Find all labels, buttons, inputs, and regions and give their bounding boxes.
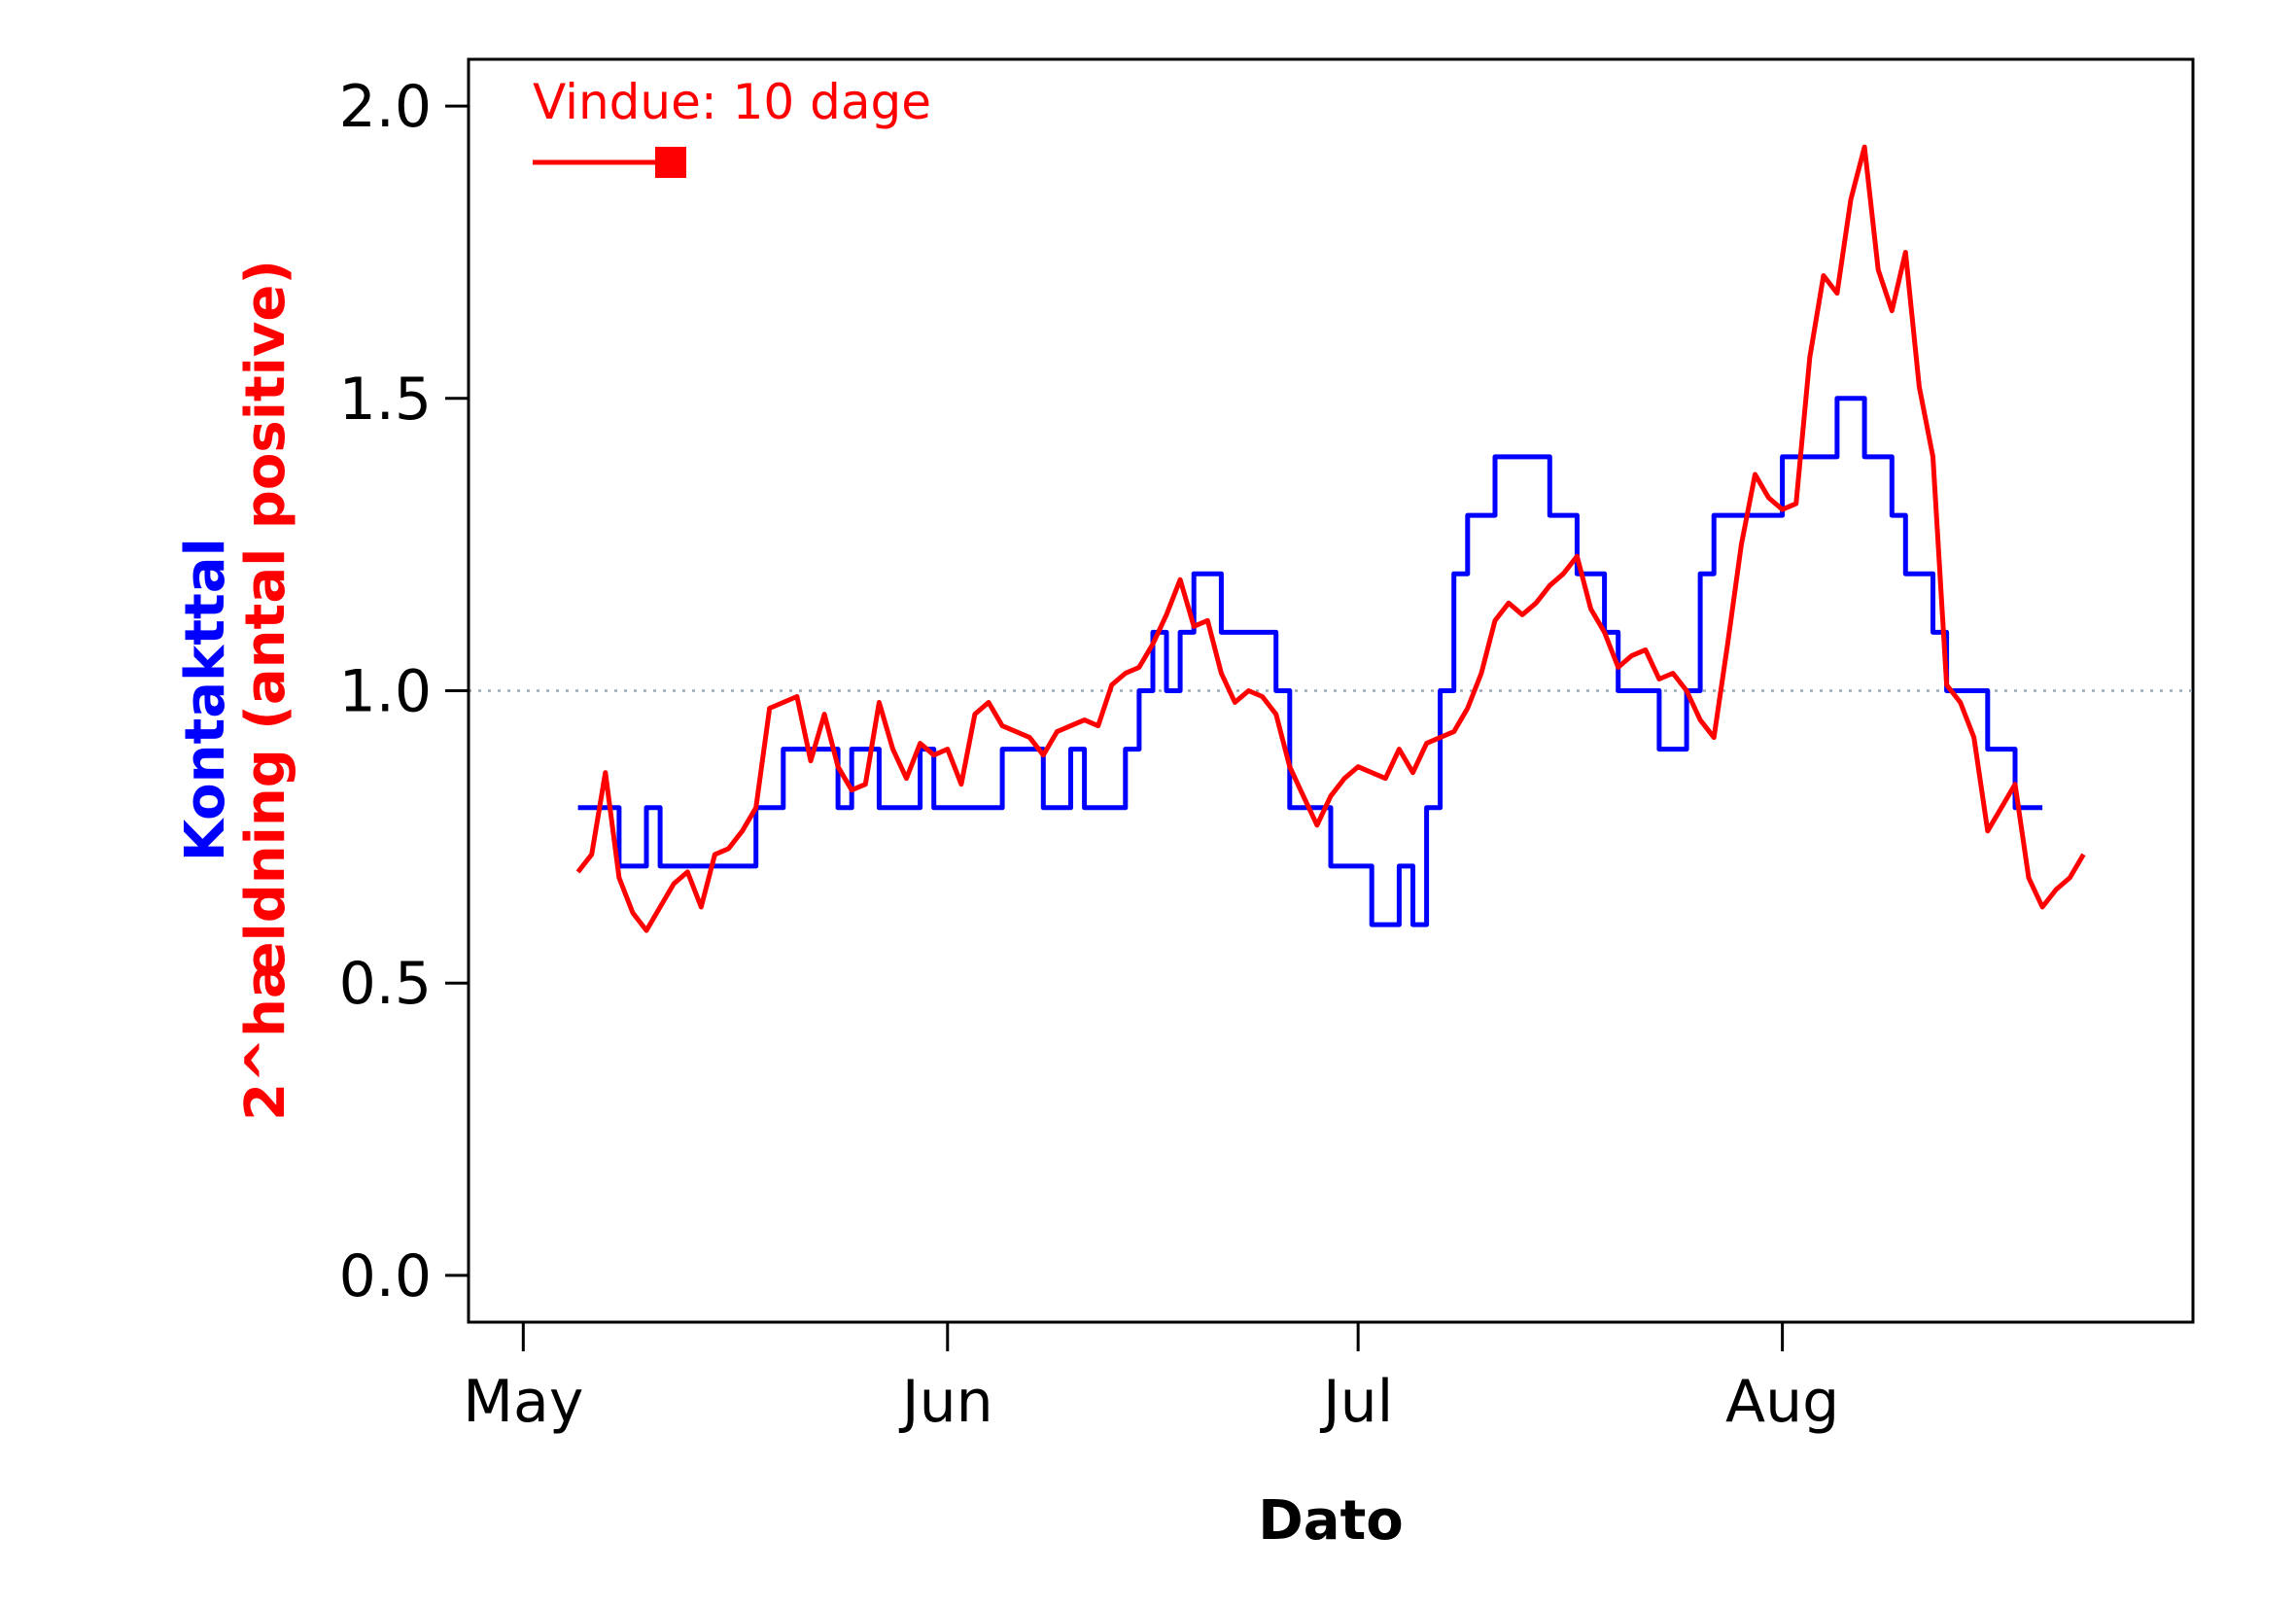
x-axis: May Jun Jul Aug xyxy=(463,1320,1839,1436)
y-tick-label: 2.0 xyxy=(339,73,432,141)
series-line-haeldning xyxy=(575,144,2086,933)
y-axis: 0.0 0.5 1.0 1.5 2.0 xyxy=(339,73,470,1310)
legend-label: Vindue: 10 dage xyxy=(533,74,931,130)
plot-frame xyxy=(467,57,2195,1324)
y-tick-label: 1.5 xyxy=(339,366,432,434)
y-tick-label: 0.5 xyxy=(339,950,432,1018)
series-line-kontakttal xyxy=(577,396,2043,927)
y-axis-title-haeldning: 2^hældning (antal positive) xyxy=(234,260,297,1121)
x-tick-label: May xyxy=(463,1368,583,1436)
x-tick-label: Aug xyxy=(1725,1368,1839,1436)
legend-marker xyxy=(655,147,686,178)
y-tick-label: 0.0 xyxy=(339,1242,432,1310)
y-tick-label: 1.0 xyxy=(339,658,432,726)
series-group xyxy=(575,144,2086,933)
y-axis-title-kontakttal: Kontakttal xyxy=(174,538,237,861)
y-axis-title: Kontakttal 2^hældning (antal positive) xyxy=(174,260,297,1121)
x-axis-title: Dato xyxy=(1258,1489,1404,1553)
x-tick-label: Jun xyxy=(898,1368,993,1436)
legend: Vindue: 10 dage xyxy=(533,74,931,178)
x-tick-label: Jul xyxy=(1319,1368,1393,1436)
